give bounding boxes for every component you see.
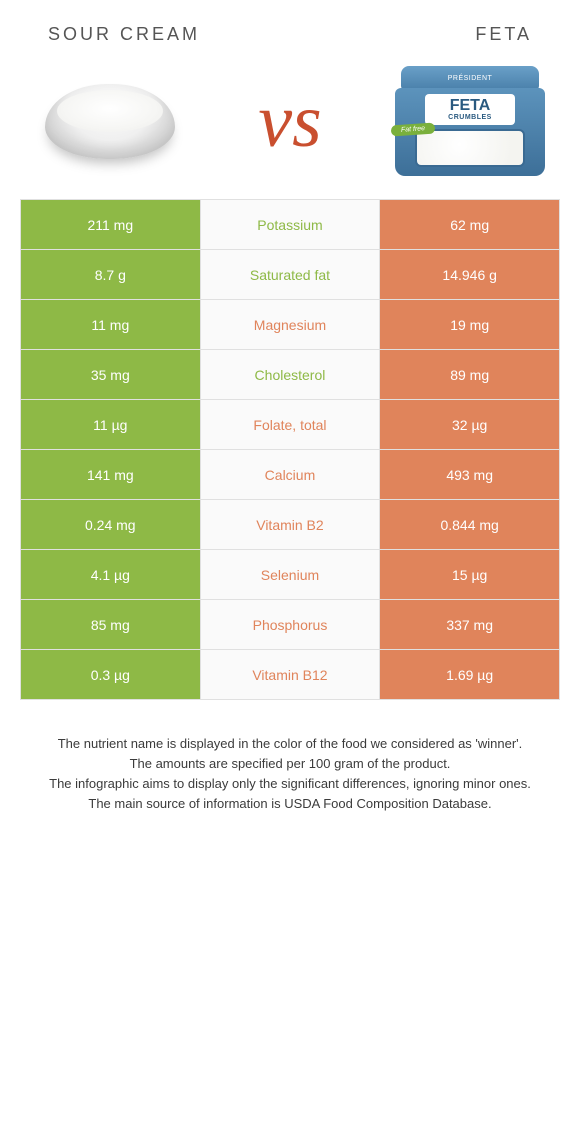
nutrient-table: 211 mgPotassium62 mg8.7 gSaturated fat14… — [20, 199, 560, 700]
nutrient-label: Calcium — [200, 450, 380, 500]
product-images-row: vs PRÉSIDENT FETA CRUMBLES Fat free — [0, 53, 580, 199]
feta-image: PRÉSIDENT FETA CRUMBLES Fat free — [390, 61, 550, 181]
right-value: 89 mg — [380, 350, 560, 400]
header: SOUR CREAM FETA — [0, 0, 580, 53]
left-value: 0.3 µg — [21, 650, 201, 700]
table-row: 0.3 µgVitamin B121.69 µg — [21, 650, 560, 700]
footer-line: The infographic aims to display only the… — [36, 774, 544, 794]
nutrient-label: Potassium — [200, 200, 380, 250]
nutrient-label: Phosphorus — [200, 600, 380, 650]
left-value: 11 µg — [21, 400, 201, 450]
left-value: 0.24 mg — [21, 500, 201, 550]
nutrient-label: Magnesium — [200, 300, 380, 350]
table-row: 11 mgMagnesium19 mg — [21, 300, 560, 350]
table-row: 11 µgFolate, total32 µg — [21, 400, 560, 450]
left-value: 4.1 µg — [21, 550, 201, 600]
table-row: 85 mgPhosphorus337 mg — [21, 600, 560, 650]
table-row: 211 mgPotassium62 mg — [21, 200, 560, 250]
right-value: 14.946 g — [380, 250, 560, 300]
footer-line: The nutrient name is displayed in the co… — [36, 734, 544, 754]
right-value: 32 µg — [380, 400, 560, 450]
right-value: 493 mg — [380, 450, 560, 500]
right-value: 19 mg — [380, 300, 560, 350]
vs-label: vs — [258, 83, 321, 159]
footer-line: The main source of information is USDA F… — [36, 794, 544, 814]
left-value: 211 mg — [21, 200, 201, 250]
bowl-icon — [45, 84, 175, 159]
left-value: 35 mg — [21, 350, 201, 400]
right-value: 62 mg — [380, 200, 560, 250]
table-row: 141 mgCalcium493 mg — [21, 450, 560, 500]
feta-package-icon: PRÉSIDENT FETA CRUMBLES Fat free — [395, 66, 545, 176]
left-value: 8.7 g — [21, 250, 201, 300]
nutrient-label: Cholesterol — [200, 350, 380, 400]
left-product-title: SOUR CREAM — [48, 24, 200, 45]
sour-cream-image — [30, 61, 190, 181]
right-product-title: FETA — [475, 24, 532, 45]
table-row: 0.24 mgVitamin B20.844 mg — [21, 500, 560, 550]
comparison-infographic: SOUR CREAM FETA vs PRÉSIDENT FETA CRUMBL… — [0, 0, 580, 845]
table-row: 8.7 gSaturated fat14.946 g — [21, 250, 560, 300]
nutrient-label: Selenium — [200, 550, 380, 600]
right-value: 0.844 mg — [380, 500, 560, 550]
footer-line: The amounts are specified per 100 gram o… — [36, 754, 544, 774]
table-row: 35 mgCholesterol89 mg — [21, 350, 560, 400]
nutrient-label: Vitamin B2 — [200, 500, 380, 550]
nutrient-label: Saturated fat — [200, 250, 380, 300]
left-value: 11 mg — [21, 300, 201, 350]
right-value: 1.69 µg — [380, 650, 560, 700]
right-value: 337 mg — [380, 600, 560, 650]
left-value: 141 mg — [21, 450, 201, 500]
nutrient-label: Folate, total — [200, 400, 380, 450]
table-row: 4.1 µgSelenium15 µg — [21, 550, 560, 600]
right-value: 15 µg — [380, 550, 560, 600]
left-value: 85 mg — [21, 600, 201, 650]
nutrient-label: Vitamin B12 — [200, 650, 380, 700]
footer-notes: The nutrient name is displayed in the co… — [0, 700, 580, 845]
